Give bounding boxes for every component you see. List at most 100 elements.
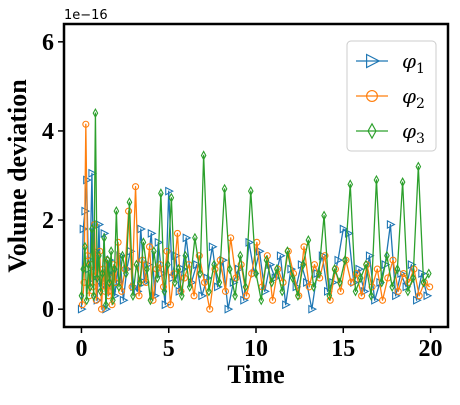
series-3-point	[305, 234, 312, 246]
series-1-point	[119, 295, 129, 305]
series-3-point	[147, 295, 154, 306]
series-3-point	[144, 263, 150, 275]
y-scale-label: 1e−16	[64, 8, 108, 23]
series-3-point	[378, 277, 385, 288]
series-2-point	[426, 283, 434, 291]
series-1-point	[355, 264, 365, 274]
series-1-point	[339, 224, 349, 234]
series-1-point	[308, 304, 318, 314]
series-1-point	[423, 291, 433, 301]
series-3-point	[101, 232, 107, 244]
series-3-point	[326, 290, 333, 301]
series-3-point	[274, 263, 280, 275]
series-1-point	[255, 246, 265, 256]
series-1-point	[282, 300, 291, 310]
series-3-point	[119, 250, 126, 261]
x-tick-label: 0	[75, 336, 87, 362]
series-3-point	[247, 185, 254, 197]
series-3-point	[99, 268, 106, 279]
series-3-point	[80, 263, 87, 275]
series-3-point	[289, 272, 296, 284]
y-axis-ticks: 0 2 4 6	[42, 30, 64, 323]
series-3-point	[347, 179, 354, 190]
series-1-point	[165, 186, 174, 196]
series-3-point	[133, 259, 140, 270]
series-2-point	[347, 278, 355, 286]
series-3-point	[85, 259, 92, 270]
y-tick-label: 6	[42, 30, 54, 56]
series-3-point	[284, 246, 291, 257]
series-2-point	[195, 252, 203, 260]
series-2-point	[163, 247, 171, 255]
series-3-point	[310, 281, 317, 293]
series-3-point	[110, 295, 116, 306]
series-3-point	[420, 277, 427, 288]
series-3-point	[321, 210, 327, 221]
series-2-point	[358, 292, 366, 300]
legend-marker	[367, 122, 377, 140]
series-2-point	[305, 283, 313, 291]
series-3-point	[242, 281, 249, 293]
x-tick-label: 20	[419, 336, 443, 362]
series-2-point	[321, 252, 329, 260]
series-1-point	[147, 228, 157, 238]
series-3-point	[399, 177, 406, 188]
series-2-point	[373, 265, 381, 273]
series-2-point	[337, 287, 345, 295]
series-2-point	[394, 287, 402, 295]
series-2-point	[82, 120, 90, 128]
x-tick-label: 10	[244, 336, 268, 362]
series-3-point	[186, 281, 193, 293]
series-3-point	[336, 277, 343, 288]
series-3-point	[373, 174, 380, 186]
series-2-point	[97, 305, 106, 313]
series-3-point	[300, 259, 306, 270]
series-3-point	[192, 232, 198, 244]
series-3-point	[151, 246, 157, 257]
series-2-point	[232, 274, 240, 282]
series-2-point	[118, 287, 126, 295]
series-3-point	[342, 255, 348, 266]
series-2-point	[190, 292, 198, 300]
series-2-point	[378, 296, 387, 304]
series-3-point	[140, 237, 147, 248]
series-2-point	[173, 229, 182, 237]
series-3-point	[232, 290, 238, 301]
series-3-point	[78, 290, 85, 301]
series-3-point	[368, 290, 375, 301]
series-1-point	[175, 286, 185, 296]
series-2-point	[269, 296, 277, 304]
series-3-point	[410, 272, 416, 284]
series-1-point	[208, 242, 218, 252]
series-1-point	[418, 269, 428, 279]
series-3-point	[357, 272, 364, 284]
series-3-point	[226, 263, 233, 275]
series-3-point	[83, 295, 90, 306]
series-3-point	[116, 281, 122, 293]
series-3-point	[89, 223, 95, 235]
series-2-point	[415, 292, 423, 300]
legend-label: φ2	[402, 84, 425, 112]
series-3-point	[352, 286, 359, 297]
series-3-point	[106, 277, 113, 288]
series-1-point	[261, 286, 270, 296]
series-3-point	[394, 263, 401, 275]
series-3-point	[87, 281, 94, 293]
series-1-point	[344, 228, 354, 238]
series-3-point	[200, 150, 207, 161]
y-tick-label: 4	[42, 119, 54, 145]
series-3-point	[123, 268, 129, 279]
series-3-point	[425, 268, 432, 279]
y-axis-title: Volume deviation	[3, 79, 32, 273]
series-3-point	[178, 290, 185, 301]
series-3-point	[126, 197, 133, 208]
legend-label: φ3	[402, 119, 425, 147]
series-1-point	[193, 260, 202, 270]
series-1-point	[245, 237, 255, 247]
series-2-point	[200, 278, 209, 286]
series-1-point	[276, 251, 286, 261]
series-1-point	[161, 300, 171, 310]
series-3-point	[253, 268, 259, 279]
series-3-point	[130, 290, 136, 301]
series-3-point	[113, 206, 120, 217]
